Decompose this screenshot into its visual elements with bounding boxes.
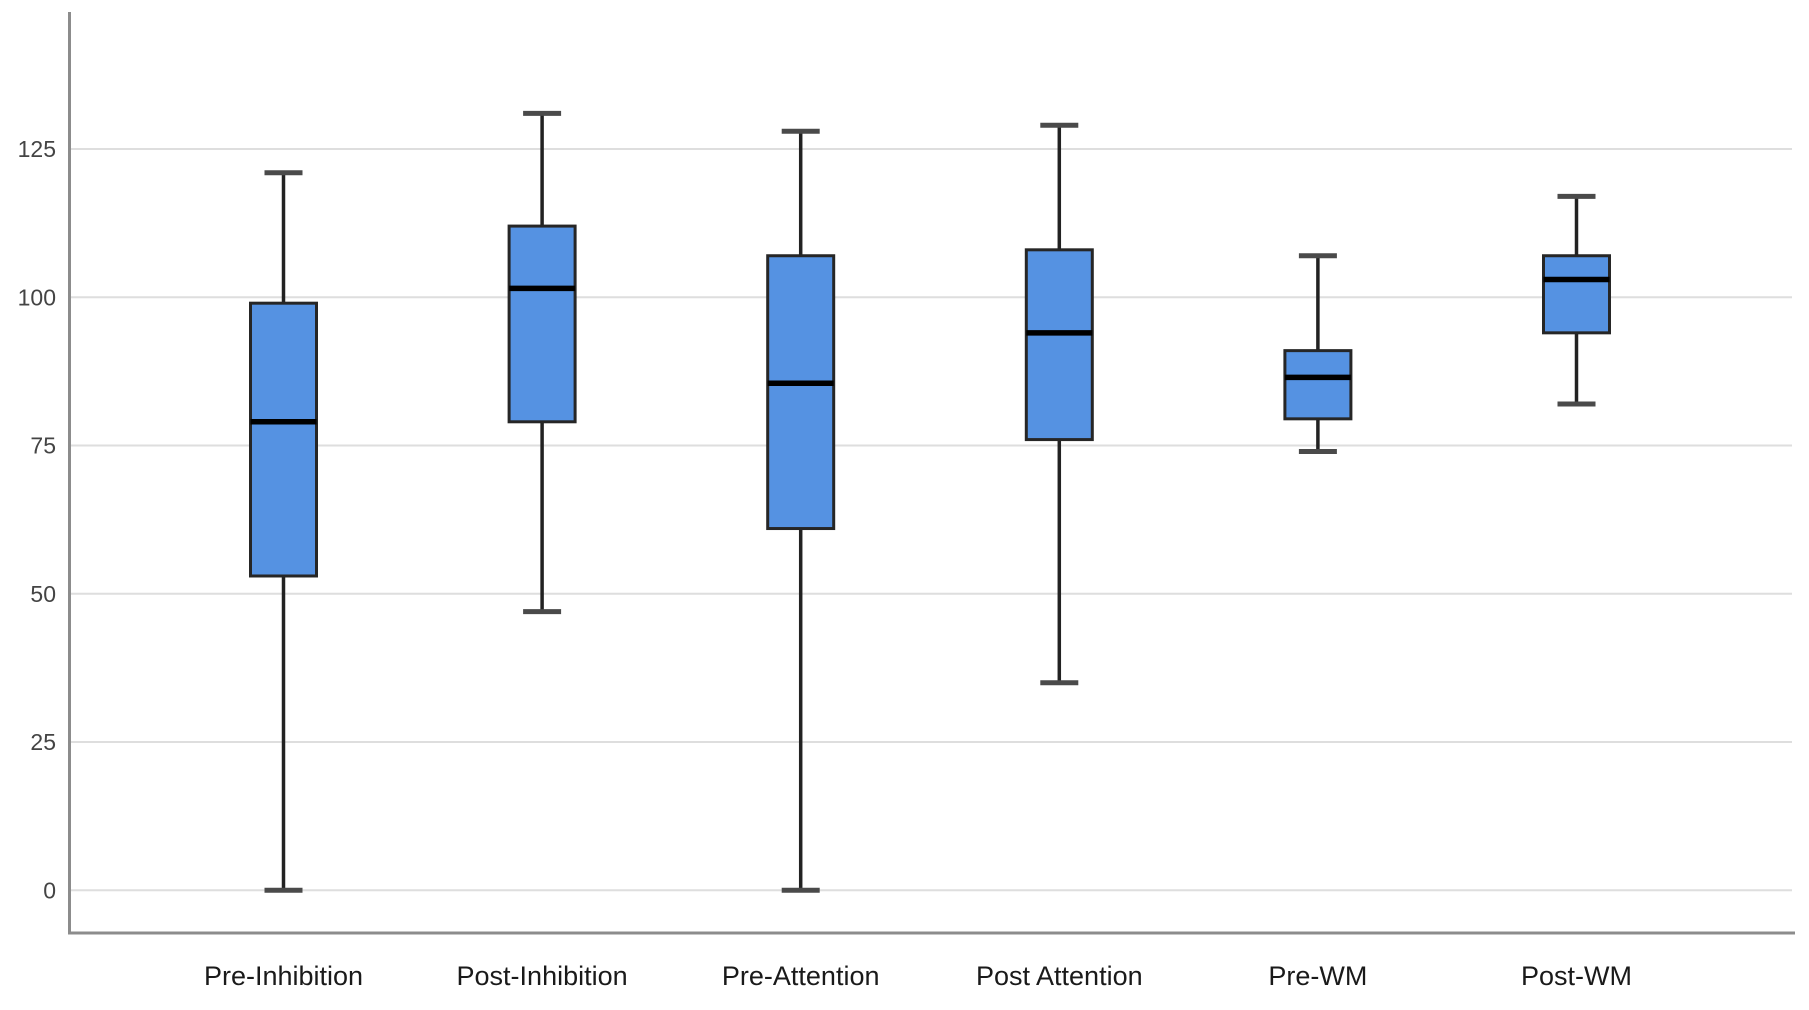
category-label: Post Attention [976, 961, 1143, 991]
category-label: Post-WM [1521, 961, 1632, 991]
y-tick-label: 0 [43, 877, 56, 903]
box-iqr [507, 224, 577, 424]
y-tick-label: 125 [18, 136, 56, 162]
box-iqr [1283, 349, 1353, 421]
y-tick-label: 25 [30, 729, 56, 755]
y-tick-label: 75 [30, 433, 56, 459]
box-iqr [249, 301, 318, 578]
box-iqr [766, 254, 836, 531]
category-label: Post-Inhibition [457, 961, 628, 991]
category-label: Pre-Attention [722, 961, 880, 991]
y-tick-label: 100 [18, 284, 56, 310]
y-tick-label: 50 [30, 581, 56, 607]
category-label: Pre-Inhibition [204, 961, 363, 991]
box-iqr [1542, 254, 1611, 335]
box-iqr [1024, 248, 1094, 442]
category-label: Pre-WM [1268, 961, 1367, 991]
